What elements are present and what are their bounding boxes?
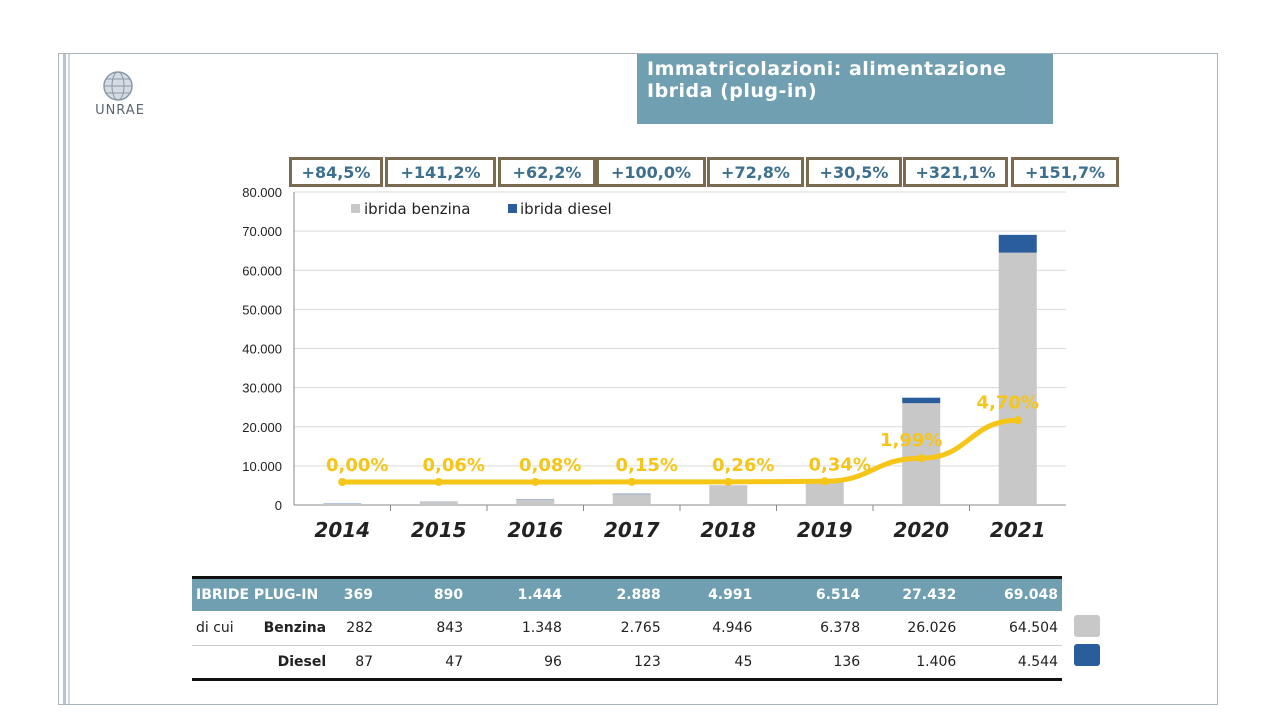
- diesel-2015: 47: [377, 645, 468, 681]
- share-label-2019: 0,34%: [809, 454, 871, 475]
- share-point-2016: [531, 477, 540, 486]
- title-line-1: Immatricolazioni: alimentazione: [647, 58, 1007, 80]
- growth-label-2017: +100,0%: [596, 157, 706, 187]
- data-table: IBRIDE PLUG-IN 369 890 1.444 2.888 4.991…: [192, 576, 1062, 681]
- share-label-2016: 0,08%: [519, 455, 581, 476]
- y-tick-label: 20.000: [242, 420, 282, 435]
- share-label-2021: 4,70%: [977, 392, 1039, 413]
- y-tick-label: 70.000: [242, 224, 282, 239]
- growth-label-2019: +30,5%: [806, 157, 902, 187]
- diesel-2014: 87: [330, 645, 378, 681]
- left-accent-bar: [63, 54, 66, 704]
- y-tick-label: 30.000: [242, 381, 282, 396]
- bar-chart: 80.000 70.000 60.000 50.000 40.000 30.000 20.0…: [242, 185, 1066, 513]
- y-tick-label: 80.000: [242, 185, 282, 200]
- total-2016: 1.444: [467, 576, 566, 611]
- benzina-2014: 282: [346, 620, 374, 636]
- logo-text: UNRAE: [95, 103, 145, 118]
- total-2015: 890: [377, 576, 468, 611]
- y-tick-label: 10.000: [242, 459, 282, 474]
- bar-benzina-2020: [902, 403, 941, 505]
- di-cui-label: di cui: [196, 620, 234, 636]
- benzina-2018: 4.946: [712, 620, 753, 636]
- slide-title: Immatricolazioni: alimentazione Ibrida (…: [637, 54, 1053, 124]
- legend-label-benzina: ibrida benzina: [364, 200, 471, 218]
- benzina-2017: 2.765: [620, 620, 661, 636]
- diesel-color-swatch: [1074, 644, 1100, 666]
- total-2019: 6.514: [756, 576, 865, 611]
- globe-icon: [103, 71, 133, 101]
- benzina-2021: 64.504: [1009, 620, 1058, 636]
- table-header-row: IBRIDE PLUG-IN 369 890 1.444 2.888 4.991…: [192, 576, 1062, 611]
- total-2020: 27.432: [864, 576, 961, 611]
- growth-label-2014: +84,5%: [289, 157, 383, 187]
- year-label-2020: 2020: [893, 518, 950, 542]
- growth-label-2016: +62,2%: [498, 157, 596, 187]
- year-label-2018: 2018: [700, 518, 757, 542]
- diesel-label: Diesel: [259, 645, 331, 681]
- bar-benzina-2021: [998, 252, 1037, 505]
- unrae-logo: UNRAE: [88, 70, 152, 120]
- growth-label-2020: +321,1%: [903, 157, 1008, 187]
- benzina-2016: 1.348: [521, 620, 562, 636]
- diesel-2016: 96: [467, 645, 566, 681]
- year-label-2016: 2016: [507, 518, 564, 542]
- bar-benzina-2014: [323, 503, 362, 505]
- table-row-diesel: Diesel 87 47 96 123 45 136 1.406 4.544: [192, 645, 1062, 681]
- share-label-2017: 0,15%: [616, 455, 678, 476]
- share-point-2020: [917, 454, 926, 463]
- year-label-2021: 2021: [989, 518, 1046, 542]
- share-label-2018: 0,26%: [712, 455, 774, 476]
- diesel-2021: 4.544: [960, 645, 1062, 681]
- y-tick-label: 40.000: [242, 342, 282, 357]
- benzina-label: Benzina: [263, 620, 327, 636]
- benzina-2020: 26.026: [907, 620, 957, 636]
- benzina-2019: 6.378: [820, 620, 861, 636]
- legend-label-diesel: ibrida diesel: [520, 200, 612, 218]
- share-point-2017: [627, 477, 636, 486]
- y-tick-label: 50.000: [242, 302, 282, 317]
- bar-benzina-2015: [419, 501, 458, 505]
- diesel-2020: 1.406: [864, 645, 961, 681]
- y-tick-label: 0: [275, 498, 282, 513]
- table-row-benzina: di cui Benzina 282 843 1.348 2.765 4.946…: [192, 611, 1062, 646]
- benzina-color-swatch: [1074, 615, 1100, 637]
- y-tick-label: 60.000: [242, 263, 282, 278]
- year-label-2019: 2019: [796, 518, 853, 542]
- year-label-2014: 2014: [314, 518, 371, 542]
- legend-swatch-benzina: [351, 204, 360, 213]
- share-point-2018: [724, 477, 733, 486]
- diesel-2017: 123: [565, 645, 665, 681]
- share-point-2014: [338, 478, 347, 486]
- total-2018: 4.991: [664, 576, 757, 611]
- growth-label-2018: +72,8%: [707, 157, 804, 187]
- year-label-2015: 2015: [410, 518, 467, 542]
- total-2017: 2.888: [565, 576, 665, 611]
- slide-frame: [58, 53, 1218, 705]
- share-point-2021: [1013, 416, 1022, 425]
- bar-benzina-2016: [516, 499, 555, 505]
- growth-label-2021: +151,7%: [1011, 157, 1119, 187]
- bar-diesel-2021: [998, 234, 1037, 253]
- title-line-2: Ibrida (plug-in): [647, 80, 818, 102]
- year-label-2017: 2017: [603, 518, 660, 542]
- diesel-2018: 45: [664, 645, 757, 681]
- table-header-label: IBRIDE PLUG-IN: [192, 576, 331, 611]
- bar-benzina-2017: [612, 494, 651, 505]
- legend-swatch-diesel: [508, 204, 517, 213]
- growth-label-2015: +141,2%: [385, 157, 496, 187]
- diesel-2019: 136: [756, 645, 865, 681]
- total-2021: 69.048: [960, 576, 1062, 611]
- share-label-2014: 0,00%: [326, 455, 388, 476]
- share-label-2020: 1,99%: [880, 430, 942, 451]
- benzina-2015: 843: [436, 620, 464, 636]
- left-accent-bar-inner: [68, 54, 70, 704]
- share-label-2015: 0,06%: [423, 455, 485, 476]
- share-point-2015: [434, 477, 443, 486]
- share-point-2019: [820, 477, 829, 486]
- total-2014: 369: [330, 576, 378, 611]
- bar-benzina-2018: [709, 485, 748, 505]
- bar-diesel-2020: [902, 397, 941, 404]
